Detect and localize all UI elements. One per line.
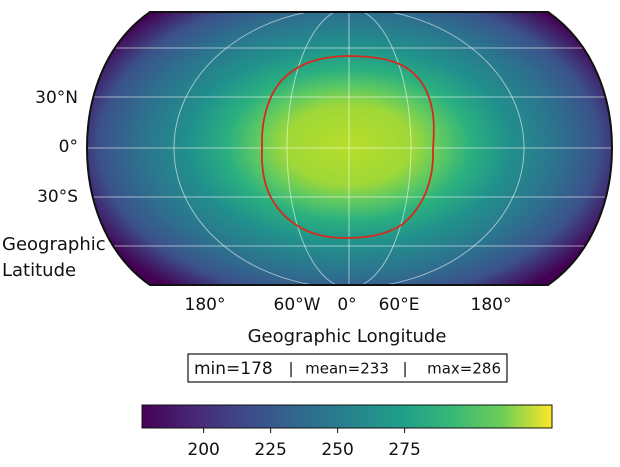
stat-min: min=178 bbox=[194, 359, 273, 379]
contour bbox=[260, 55, 435, 239]
lat-label: 30°S bbox=[37, 187, 78, 207]
map bbox=[87, 12, 612, 285]
stat-separator: | bbox=[288, 360, 293, 378]
map-outline bbox=[85, 11, 614, 286]
lat-title: Geographic bbox=[2, 234, 106, 255]
colorbar-tick-label: 275 bbox=[388, 440, 420, 460]
lat-label: 0° bbox=[59, 137, 78, 157]
lon-label: 0° bbox=[337, 295, 356, 315]
lon-label: 60°W bbox=[274, 295, 321, 315]
stat-mean: mean=233 bbox=[305, 360, 389, 378]
colorbar-tick-label: 200 bbox=[187, 440, 219, 460]
stat-max: max=286 bbox=[427, 360, 501, 378]
stats-box bbox=[187, 353, 508, 383]
colorbar-tick-label: 225 bbox=[254, 440, 286, 460]
colorbar-tick-label: 250 bbox=[321, 440, 353, 460]
lon-label: 60°E bbox=[379, 295, 420, 315]
temperature-field bbox=[87, 12, 612, 285]
lat-label: 30°N bbox=[35, 88, 78, 108]
lat-title: Latitude bbox=[2, 260, 76, 281]
colorbar-ticks: 200 225 250 275 bbox=[187, 428, 421, 460]
lon-label: 180° bbox=[185, 295, 226, 315]
lon-title: Geographic Longitude bbox=[248, 326, 447, 347]
lon-label: 180° bbox=[471, 295, 512, 315]
colorbar bbox=[141, 404, 553, 429]
stat-separator: | bbox=[402, 360, 407, 378]
